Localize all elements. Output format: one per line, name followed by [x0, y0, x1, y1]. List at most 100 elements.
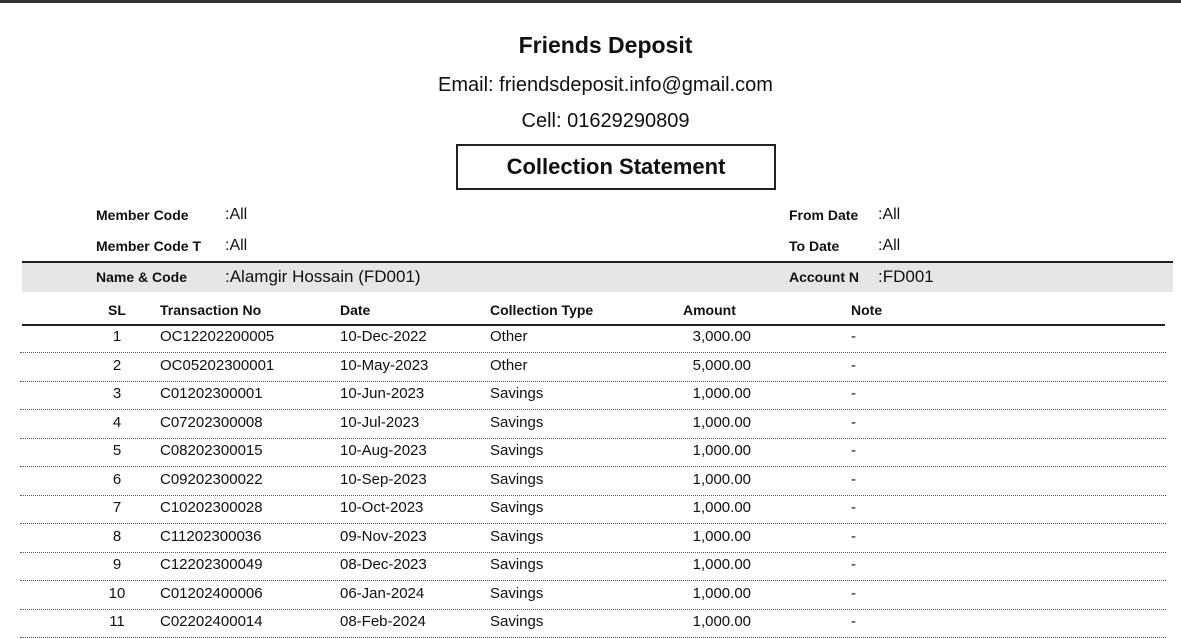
organization-name: Friends Deposit	[518, 32, 693, 58]
amount-cell: 1,000.00	[692, 556, 751, 573]
row-divider	[20, 437, 1166, 439]
row-divider	[20, 494, 1166, 496]
transaction-no-cell: C01202300001	[160, 385, 263, 402]
collection-type-cell: Savings	[490, 442, 544, 459]
date-cell: 10-May-2023	[340, 356, 429, 374]
note-cell: -	[851, 356, 856, 374]
date-cell: 08-Dec-2023	[340, 556, 427, 573]
organization-email: Email: friendsdeposit.info@gmail.com	[438, 74, 773, 96]
date-cell: 09-Nov-2023	[340, 527, 427, 545]
note-cell: -	[851, 527, 856, 545]
collection-type-cell: Savings	[490, 385, 544, 402]
transaction-no-cell: C10202300028	[160, 499, 263, 516]
sl-cell: 11	[109, 613, 125, 630]
date-cell: 06-Jan-2024	[340, 584, 425, 602]
col-collection-type: Collection Type	[490, 302, 594, 318]
amount-cell: 1,000.00	[692, 385, 751, 402]
transaction-no-cell: C11202300036	[160, 527, 262, 545]
col-date: Date	[340, 302, 371, 318]
amount-cell: 1,000.00	[692, 613, 751, 630]
collection-type-cell: Savings	[490, 527, 544, 545]
date-cell: 10-Oct-2023	[340, 499, 424, 516]
row-divider	[20, 523, 1166, 524]
table-row: 2 OC05202300001 10-May-2023 Other 5,000.00 -	[0, 354, 1181, 383]
table-row: 10 C01202400006 06-Jan-2024 Savings 1,000.00…	[0, 582, 1181, 611]
sl-cell: 5	[112, 442, 122, 459]
amount-cell: 3,000.00	[692, 328, 751, 345]
note-cell: -	[851, 413, 856, 431]
sl-cell: 2	[112, 356, 122, 374]
collection-type-cell: Savings	[490, 584, 544, 602]
to-date-label: To Date	[789, 238, 840, 254]
note-cell: -	[851, 328, 856, 345]
from-date-value: :All	[878, 206, 901, 223]
transaction-no-cell: C01202400006	[160, 584, 263, 602]
col-transaction-no: Transaction No	[160, 302, 262, 318]
viewer-top-border	[0, 0, 1181, 3]
table-row: 8 C11202300036 09-Nov-2023 Savings 1,000.00 -	[0, 525, 1181, 554]
date-cell: 10-Sep-2023	[340, 470, 427, 488]
row-divider	[20, 637, 1166, 638]
sl-cell: 4	[112, 413, 122, 431]
amount-cell: 1,000.00	[692, 584, 751, 602]
collection-type-cell: Savings	[490, 613, 544, 630]
account-value: :FD001	[878, 267, 934, 286]
table-row: 11 C02202400014 08-Feb-2024 Savings 1,000.00…	[0, 610, 1181, 639]
sl-cell: 10	[108, 584, 126, 602]
from-date-label: From Date	[789, 207, 859, 223]
col-amount: Amount	[683, 302, 736, 318]
note-cell: -	[851, 470, 856, 488]
date-cell: 10-Jul-2023	[340, 413, 420, 431]
transaction-no-cell: C09202300022	[160, 470, 263, 488]
collection-type-cell: Savings	[490, 413, 544, 431]
member-code-to-label: Member Code T	[96, 238, 202, 254]
name-code-label: Name & Code	[96, 269, 188, 285]
member-band	[22, 261, 1173, 292]
sl-cell: 8	[112, 527, 122, 545]
row-divider	[20, 352, 1166, 353]
row-divider	[20, 466, 1166, 467]
collection-type-cell: Savings	[490, 470, 544, 488]
amount-cell: 1,000.00	[692, 413, 751, 431]
col-sl: SL	[108, 302, 126, 318]
collection-type-cell: Savings	[490, 499, 544, 516]
note-cell: -	[851, 442, 856, 459]
table-row: 6 C09202300022 10-Sep-2023 Savings 1,000.00 -	[0, 468, 1181, 497]
transaction-no-cell: C07202300008	[160, 413, 263, 431]
organization-cell: Cell: 01629290809	[521, 110, 690, 132]
collection-type-cell: Other	[490, 356, 528, 374]
note-cell: -	[851, 499, 856, 516]
note-cell: -	[851, 385, 856, 402]
sl-cell: 6	[112, 470, 122, 488]
note-cell: -	[851, 556, 856, 573]
member-code-value: :All	[225, 206, 248, 223]
collection-type-cell: Savings	[490, 556, 544, 573]
amount-cell: 1,000.00	[692, 442, 751, 459]
row-divider	[20, 380, 1166, 382]
sl-cell: 1	[112, 328, 122, 345]
table-row: 5 C08202300015 10-Aug-2023 Savings 1,000.00 -	[0, 439, 1181, 468]
sl-cell: 3	[112, 385, 122, 402]
row-divider	[20, 551, 1166, 553]
account-label: Account N	[789, 269, 859, 285]
row-divider	[20, 409, 1166, 410]
name-code-value: :Alamgir Hossain (FD001)	[225, 267, 421, 286]
transaction-no-cell: OC12202200005	[160, 328, 275, 345]
table-row: 9 C12202300049 08-Dec-2023 Savings 1,000.00 -	[0, 553, 1181, 582]
member-code-to-value: :All	[225, 237, 248, 254]
report-title: Collection Statement	[506, 154, 726, 179]
note-cell: -	[851, 584, 856, 602]
table-row: 1 OC12202200005 10-Dec-2022 Other 3,000.00 -	[0, 325, 1181, 354]
row-divider	[20, 608, 1166, 610]
table-row: 7 C10202300028 10-Oct-2023 Savings 1,000.00 -	[0, 496, 1181, 525]
amount-cell: 1,000.00	[692, 499, 751, 516]
transaction-no-cell: C08202300015	[160, 442, 263, 459]
date-cell: 08-Feb-2024	[340, 613, 426, 630]
row-divider	[20, 580, 1166, 581]
date-cell: 10-Jun-2023	[340, 385, 425, 402]
sl-cell: 9	[112, 556, 122, 573]
table-row: 3 C01202300001 10-Jun-2023 Savings 1,000.00 -	[0, 382, 1181, 411]
transaction-no-cell: C12202300049	[160, 556, 263, 573]
report-title-box: Collection Statement	[456, 144, 776, 190]
member-code-label: Member Code	[96, 207, 189, 223]
